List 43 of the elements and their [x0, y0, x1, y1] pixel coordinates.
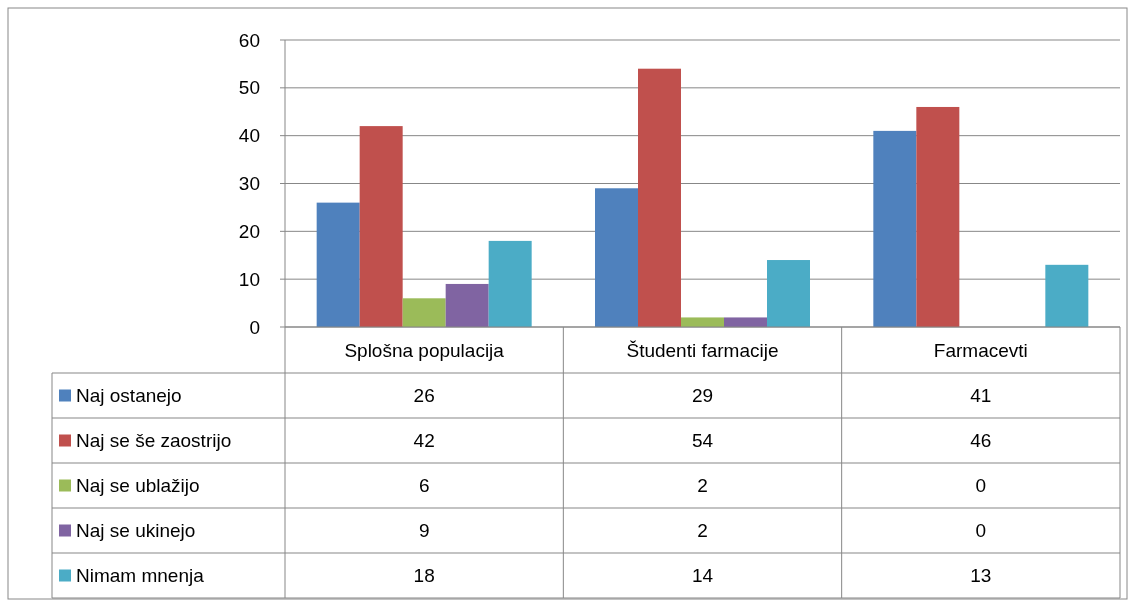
legend-label: Naj se še zaostrijo — [76, 430, 232, 452]
legend-label: Naj se ukinejo — [76, 520, 196, 542]
bar — [724, 317, 767, 327]
y-tick-label: 10 — [238, 268, 260, 290]
y-tick-label: 40 — [238, 125, 260, 147]
bar — [1045, 264, 1089, 327]
y-tick-label: 20 — [238, 220, 260, 242]
data-label: 46 — [970, 430, 992, 452]
bar — [316, 202, 360, 327]
bar — [873, 130, 917, 327]
bar — [359, 126, 403, 327]
bar — [638, 68, 681, 327]
bar — [916, 106, 960, 327]
data-label: 54 — [691, 430, 714, 452]
data-label: 13 — [970, 565, 992, 587]
data-label: 29 — [691, 385, 714, 407]
data-label: 2 — [697, 520, 708, 542]
bar — [595, 188, 638, 327]
bar — [488, 240, 532, 327]
data-label: 0 — [975, 520, 987, 542]
x-tick-label: Študenti farmacije — [626, 339, 779, 361]
y-tick-label: 60 — [238, 29, 260, 51]
data-label: 9 — [418, 520, 430, 542]
bar — [767, 260, 810, 327]
bar — [445, 283, 489, 327]
legend-label: Naj ostanejo — [76, 385, 182, 407]
y-tick-label: 0 — [249, 316, 260, 338]
data-label: 2 — [697, 475, 708, 497]
x-tick-label: Splošna populacija — [344, 339, 505, 361]
bar — [402, 298, 446, 327]
data-label: 0 — [975, 475, 987, 497]
data-label: 41 — [970, 385, 992, 407]
data-label: 14 — [691, 565, 714, 587]
data-label: 26 — [413, 385, 435, 407]
data-label: 6 — [418, 475, 430, 497]
data-label: 18 — [413, 565, 435, 587]
data-label: 42 — [413, 430, 435, 452]
bar — [681, 317, 724, 327]
y-tick-label: 50 — [238, 77, 260, 99]
legend-label: Naj se ublažijo — [76, 475, 200, 497]
legend-label: Nimam mnenja — [76, 565, 205, 587]
y-tick-label: 30 — [238, 173, 260, 195]
x-tick-label: Farmacevti — [933, 339, 1028, 361]
